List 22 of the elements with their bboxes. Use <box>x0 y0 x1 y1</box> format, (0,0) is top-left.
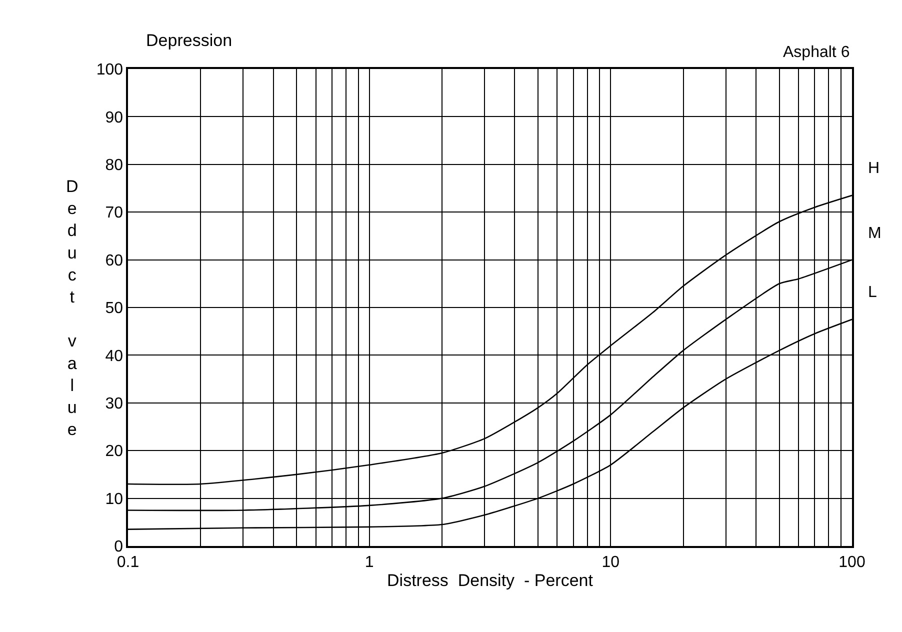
y-tick-label: 60 <box>105 252 124 270</box>
x-tick-label: 100 <box>838 554 866 571</box>
y-tick-label: 20 <box>105 443 124 460</box>
y-tick-label: 30 <box>105 396 124 412</box>
series-label: M <box>868 225 882 242</box>
y-tick-label: 70 <box>105 204 124 222</box>
y-tick-label: 80 <box>105 157 124 174</box>
y-tick-label: 40 <box>105 348 124 365</box>
text: Asphalt 6 <box>783 44 850 61</box>
series-label: H <box>868 160 880 177</box>
y-tick-label: 100 <box>96 62 124 79</box>
y-tick-label: 10 <box>105 490 124 508</box>
y-tick-label: 50 <box>105 300 124 318</box>
x-tick-label: 1 <box>364 554 374 571</box>
text: Deduct value <box>66 177 78 440</box>
series-label: L <box>868 284 877 301</box>
x-tick-label: 10 <box>602 554 620 571</box>
x-tick-label: 0.1 <box>116 554 140 571</box>
y-tick-label: 90 <box>105 109 124 126</box>
y-tick-label: 0 <box>114 538 124 556</box>
x-axis-title: Distress Density - Percent <box>387 570 594 590</box>
chart-title: Depression <box>146 31 232 50</box>
